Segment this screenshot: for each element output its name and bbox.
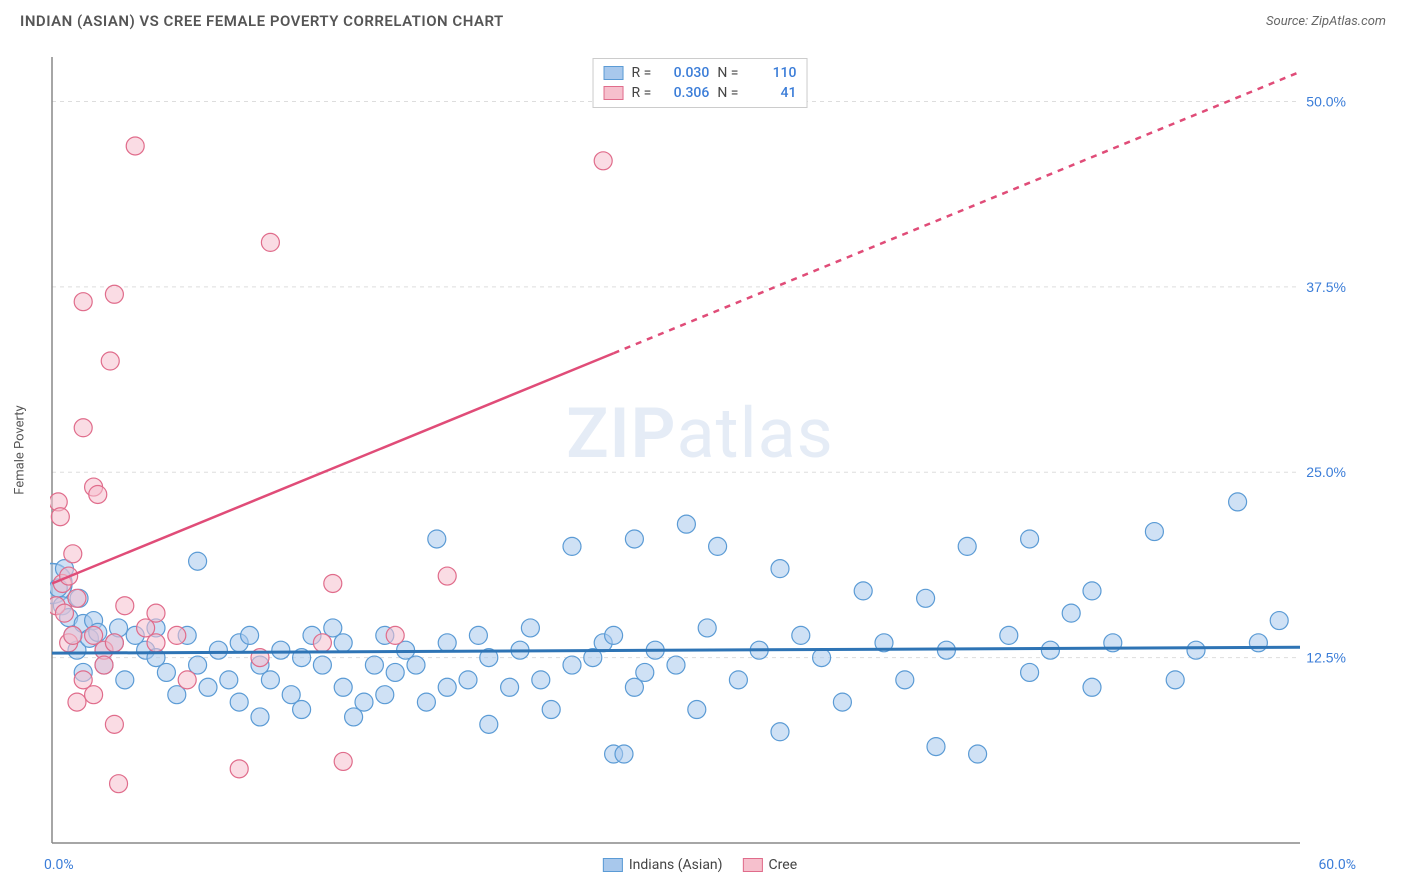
- legend-row-1: R = 0.030 N = 110: [604, 63, 797, 83]
- svg-text:12.5%: 12.5%: [1306, 650, 1346, 666]
- svg-text:37.5%: 37.5%: [1306, 279, 1346, 295]
- legend-item-cree: Cree: [743, 857, 798, 873]
- chart-header: INDIAN (ASIAN) VS CREE FEMALE POVERTY CO…: [0, 0, 1406, 38]
- chart-title: INDIAN (ASIAN) VS CREE FEMALE POVERTY CO…: [20, 12, 504, 30]
- series-legend: Indians (Asian) Cree: [603, 857, 797, 873]
- chart-source: Source: ZipAtlas.com: [1266, 14, 1386, 29]
- legend-label: Cree: [769, 857, 798, 873]
- legend-row-2: R = 0.306 N = 41: [604, 83, 797, 103]
- legend-swatch-blue: [604, 66, 624, 80]
- legend-swatch-pink: [604, 86, 624, 100]
- svg-text:50.0%: 50.0%: [1306, 93, 1346, 109]
- y-axis-label: Female Poverty: [13, 405, 28, 494]
- chart-area: Female Poverty 12.5%25.0%37.5%50.0% ZIPa…: [50, 55, 1350, 845]
- legend-label: Indians (Asian): [629, 857, 723, 873]
- correlation-legend: R = 0.030 N = 110 R = 0.306 N = 41: [593, 58, 808, 108]
- legend-swatch-blue-icon: [603, 858, 623, 872]
- svg-text:25.0%: 25.0%: [1306, 464, 1346, 480]
- x-axis-max-label: 60.0%: [1318, 857, 1356, 873]
- legend-swatch-pink-icon: [743, 858, 763, 872]
- x-axis-min-label: 0.0%: [44, 857, 74, 873]
- legend-item-indians: Indians (Asian): [603, 857, 723, 873]
- scatter-plot-svg: 12.5% 25.0% 37.5% 50.0%: [50, 55, 1350, 845]
